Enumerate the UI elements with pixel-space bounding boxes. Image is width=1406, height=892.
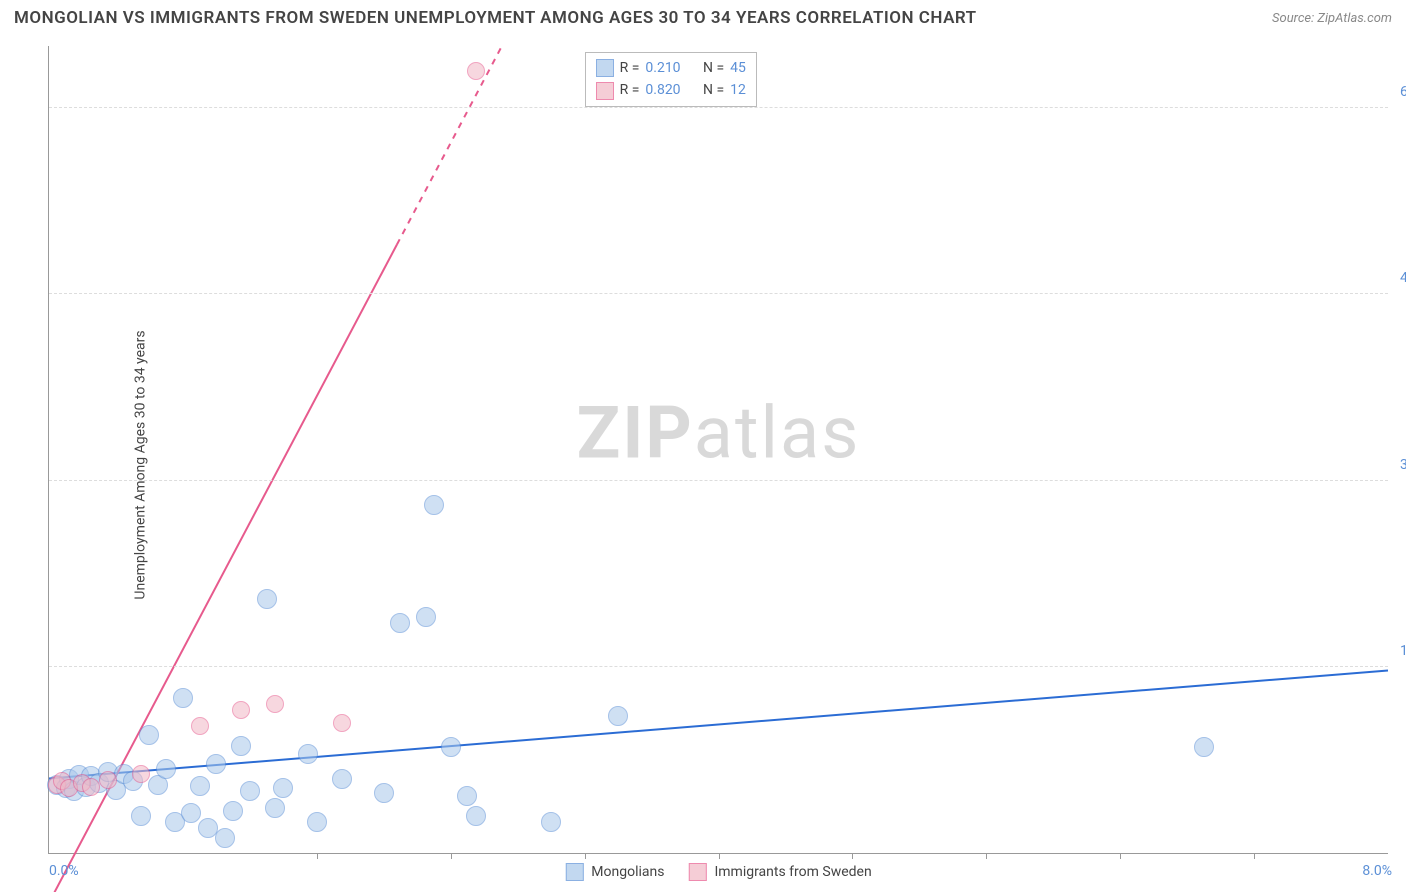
legend-swatch xyxy=(596,59,614,77)
data-point xyxy=(467,62,485,80)
x-tick xyxy=(986,853,987,859)
data-point xyxy=(424,495,444,515)
data-point xyxy=(265,798,285,818)
gridline xyxy=(49,107,1388,108)
watermark: ZIPatlas xyxy=(577,391,861,476)
data-point xyxy=(156,759,176,779)
data-point xyxy=(266,695,284,713)
data-point xyxy=(232,701,250,719)
data-point xyxy=(173,688,193,708)
x-tick xyxy=(451,853,452,859)
x-tick xyxy=(1254,853,1255,859)
y-tick-label: 15.0% xyxy=(1392,643,1406,659)
data-point xyxy=(307,812,327,832)
series-legend-item: Mongolians xyxy=(565,863,664,881)
data-point xyxy=(441,737,461,757)
data-point xyxy=(82,778,100,796)
stats-legend-row: R = 0.820 N = 12 xyxy=(596,79,746,101)
series-legend-label: Immigrants from Sweden xyxy=(714,864,871,880)
data-point xyxy=(257,589,277,609)
x-axis-min-label: 0.0% xyxy=(49,863,79,879)
x-tick xyxy=(719,853,720,859)
data-point xyxy=(191,717,209,735)
data-point xyxy=(99,771,117,789)
data-point xyxy=(541,812,561,832)
data-point xyxy=(231,736,251,756)
series-legend-item: Immigrants from Sweden xyxy=(688,863,871,881)
data-point xyxy=(333,714,351,732)
data-point xyxy=(273,778,293,798)
data-point xyxy=(181,803,201,823)
stats-legend: R = 0.210 N = 45R = 0.820 N = 12 xyxy=(585,52,757,107)
data-point xyxy=(457,786,477,806)
x-tick xyxy=(585,853,586,859)
data-point xyxy=(139,725,159,745)
data-point xyxy=(131,806,151,826)
data-point xyxy=(332,769,352,789)
gridline xyxy=(49,480,1388,481)
data-point xyxy=(240,781,260,801)
data-point xyxy=(466,806,486,826)
series-legend: Mongolians Immigrants from Sweden xyxy=(565,863,871,881)
y-tick-label: 30.0% xyxy=(1392,457,1406,473)
x-tick xyxy=(1120,853,1121,859)
stats-legend-row: R = 0.210 N = 45 xyxy=(596,57,746,79)
series-legend-label: Mongolians xyxy=(591,864,664,880)
data-point xyxy=(223,801,243,821)
data-point xyxy=(215,828,235,848)
source-attribution: Source: ZipAtlas.com xyxy=(1272,11,1392,26)
plot-region: ZIPatlas R = 0.210 N = 45R = 0.820 N = 1… xyxy=(48,46,1388,854)
data-point xyxy=(608,706,628,726)
legend-swatch xyxy=(565,863,583,881)
data-point xyxy=(190,776,210,796)
y-tick-label: 45.0% xyxy=(1392,270,1406,286)
gridline xyxy=(49,666,1388,667)
x-tick xyxy=(852,853,853,859)
data-point xyxy=(374,783,394,803)
data-point xyxy=(1194,737,1214,757)
data-point xyxy=(206,754,226,774)
gridline xyxy=(49,293,1388,294)
data-point xyxy=(416,607,436,627)
chart-header: MONGOLIAN VS IMMIGRANTS FROM SWEDEN UNEM… xyxy=(0,0,1406,34)
data-point xyxy=(298,744,318,764)
trend-lines-layer xyxy=(49,46,1388,853)
data-point xyxy=(390,613,410,633)
x-axis-max-label: 8.0% xyxy=(1362,863,1392,879)
chart-title: MONGOLIAN VS IMMIGRANTS FROM SWEDEN UNEM… xyxy=(14,8,977,28)
legend-swatch xyxy=(688,863,706,881)
chart-area: Unemployment Among Ages 30 to 34 years Z… xyxy=(0,38,1406,892)
legend-swatch xyxy=(596,82,614,100)
data-point xyxy=(132,765,150,783)
y-tick-label: 60.0% xyxy=(1392,84,1406,100)
x-tick xyxy=(317,853,318,859)
